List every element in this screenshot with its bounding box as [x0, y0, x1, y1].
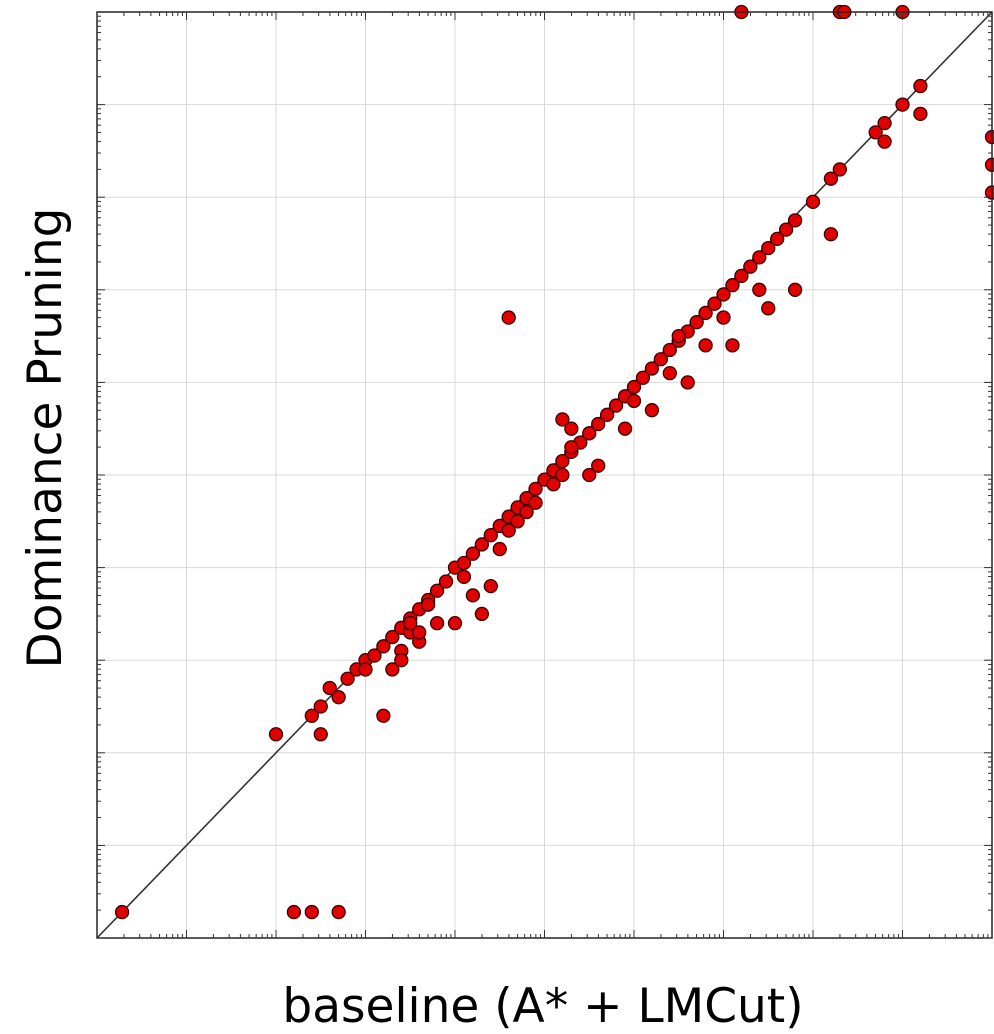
data-point	[600, 407, 615, 422]
data-point	[761, 240, 776, 256]
data-point	[456, 555, 472, 571]
data-point	[447, 616, 463, 631]
data-point	[528, 481, 543, 497]
data-point	[725, 278, 740, 293]
data-point	[787, 213, 803, 228]
data-point	[429, 616, 445, 631]
data-point	[340, 671, 355, 686]
data-point	[823, 171, 839, 186]
data-point	[465, 588, 481, 603]
data-point	[438, 574, 454, 589]
data-point	[608, 398, 624, 413]
data-point	[304, 708, 319, 723]
data-point	[868, 125, 883, 140]
data-point	[671, 328, 686, 344]
data-point	[501, 523, 516, 538]
data-point	[689, 315, 704, 330]
data-point	[698, 338, 713, 353]
data-point	[376, 708, 391, 723]
data-point	[591, 416, 606, 432]
data-point	[510, 514, 525, 529]
data-point	[698, 305, 713, 321]
data-point	[823, 227, 839, 242]
data-point	[752, 282, 767, 297]
data-point	[501, 310, 516, 325]
data-points	[114, 4, 994, 920]
data-point	[483, 578, 498, 594]
data-point	[564, 440, 579, 455]
data-point	[913, 106, 928, 122]
data-point	[268, 727, 284, 742]
data-point	[779, 222, 794, 237]
data-point	[492, 541, 507, 557]
data-point	[313, 699, 328, 714]
data-point	[877, 115, 892, 131]
data-point	[322, 680, 337, 696]
data-point	[385, 662, 400, 677]
data-point	[483, 528, 498, 543]
data-point	[591, 458, 606, 473]
data-point	[895, 97, 910, 112]
data-point	[653, 352, 668, 367]
data-point	[913, 78, 928, 94]
data-point	[582, 467, 597, 483]
data-point	[331, 690, 346, 705]
data-point	[644, 403, 660, 418]
data-point	[626, 379, 642, 395]
data-point	[761, 301, 776, 316]
data-point	[734, 268, 749, 284]
data-point	[787, 282, 803, 297]
data-point	[662, 365, 677, 381]
data-point	[546, 477, 561, 492]
data-point	[832, 162, 847, 177]
data-point	[555, 453, 570, 469]
data-point	[617, 421, 633, 436]
data-point	[394, 653, 409, 668]
data-point	[456, 569, 472, 585]
data-point	[707, 296, 722, 311]
data-point	[555, 412, 570, 427]
data-point	[743, 259, 758, 274]
data-point	[725, 338, 740, 353]
data-point	[528, 495, 543, 510]
data-point	[644, 361, 660, 376]
data-point	[564, 421, 579, 436]
data-point	[114, 904, 130, 920]
data-point	[420, 597, 436, 612]
data-point	[403, 616, 418, 631]
data-point	[376, 639, 391, 654]
x-axis-label: baseline (A* + LMCut)	[282, 979, 803, 1034]
data-point	[304, 904, 319, 920]
data-point	[626, 393, 642, 409]
data-point	[286, 904, 302, 920]
data-point	[716, 287, 731, 302]
data-point	[474, 606, 490, 622]
data-point	[465, 546, 481, 561]
data-point	[474, 537, 490, 552]
data-point	[429, 583, 445, 598]
data-point	[519, 504, 534, 520]
data-point	[662, 342, 677, 358]
y-axis-label: Dominance Pruning	[18, 208, 73, 669]
data-point	[582, 426, 597, 441]
data-point	[331, 904, 346, 920]
data-point	[752, 250, 767, 265]
data-point	[385, 629, 400, 645]
data-point	[635, 370, 651, 385]
data-point	[412, 625, 427, 640]
data-point	[877, 134, 892, 149]
axis-ticks	[96, 12, 992, 939]
data-point	[358, 662, 373, 677]
data-point	[367, 648, 382, 663]
data-point	[716, 310, 731, 325]
data-point	[770, 231, 785, 247]
data-point	[313, 727, 328, 742]
data-point	[805, 194, 821, 209]
data-point	[680, 375, 695, 390]
data-point	[555, 467, 570, 483]
